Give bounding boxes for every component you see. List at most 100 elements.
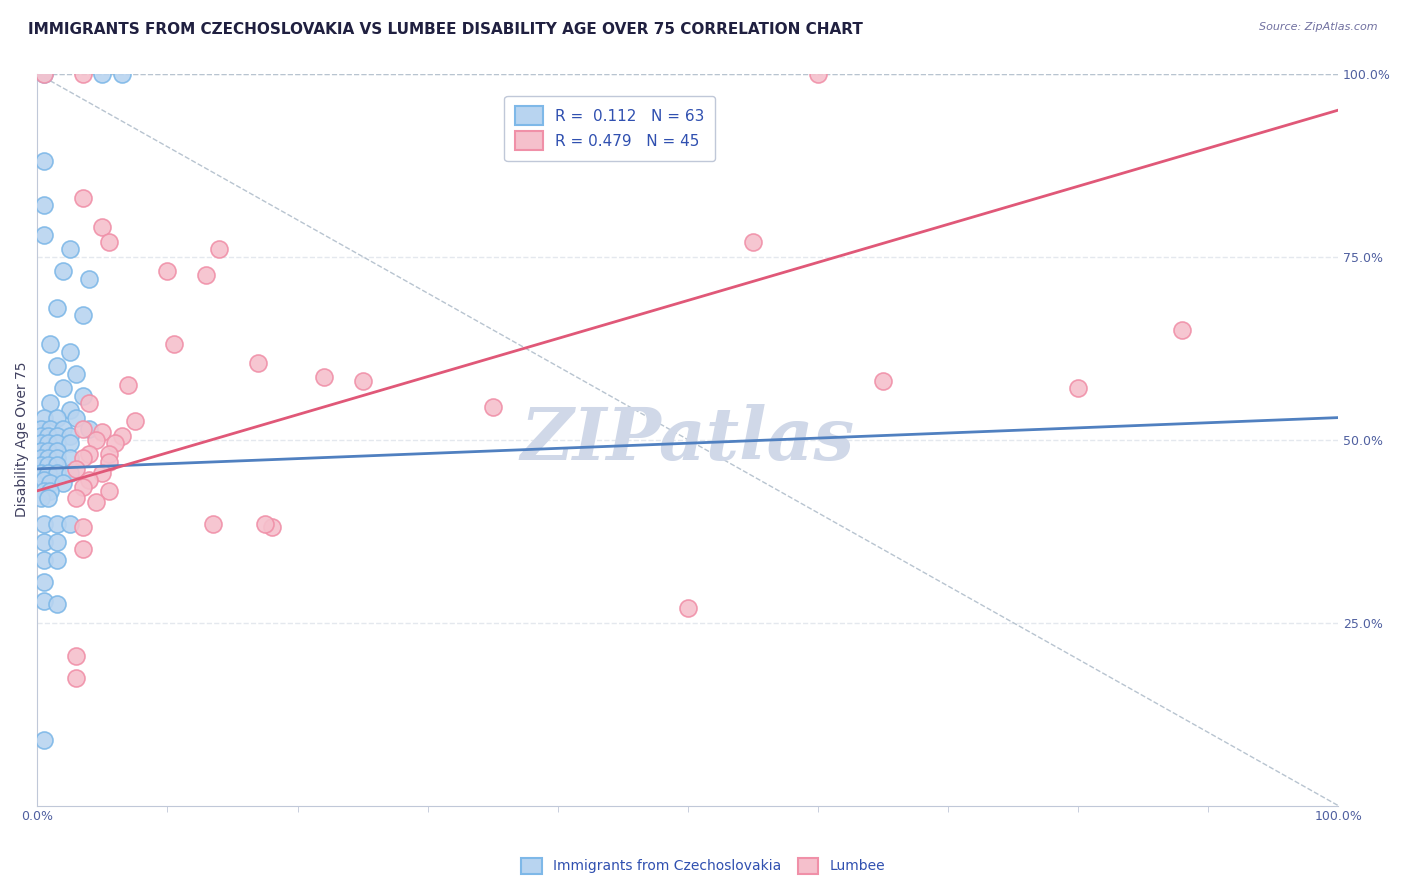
Point [45, 458, 67, 473]
Point [260, 520, 283, 534]
Point [45, 450, 67, 465]
Point [45, 535, 67, 549]
Point [1171, 323, 1194, 337]
Point [32, 66, 55, 80]
Point [111, 66, 134, 80]
Point [45, 429, 67, 443]
Point [1067, 381, 1090, 395]
Point [30, 429, 52, 443]
Point [30, 436, 52, 450]
Point [481, 400, 503, 414]
Point [32, 66, 55, 80]
Point [37, 458, 59, 473]
Point [676, 601, 699, 615]
Point [45, 553, 67, 567]
Point [39, 421, 62, 435]
Point [72, 542, 94, 557]
Point [72, 66, 94, 80]
Point [111, 429, 134, 443]
Point [32, 535, 55, 549]
Point [872, 374, 894, 388]
Point [59, 466, 82, 480]
Point [52, 476, 75, 491]
Point [37, 443, 59, 458]
Point [32, 154, 55, 169]
Point [32, 732, 55, 747]
Point [32, 553, 55, 567]
Point [45, 516, 67, 531]
Point [32, 516, 55, 531]
Legend: Immigrants from Czechoslovakia, Lumbee: Immigrants from Czechoslovakia, Lumbee [513, 851, 893, 880]
Legend: R =  0.112   N = 63, R = 0.479   N = 45: R = 0.112 N = 63, R = 0.479 N = 45 [505, 95, 716, 161]
Point [91, 220, 114, 235]
Point [39, 483, 62, 498]
Point [32, 227, 55, 242]
Point [30, 443, 52, 458]
Point [45, 359, 67, 374]
Point [253, 516, 276, 531]
Point [37, 429, 59, 443]
Point [72, 191, 94, 205]
Point [30, 466, 52, 480]
Point [52, 264, 75, 278]
Point [59, 450, 82, 465]
Point [156, 264, 179, 278]
Point [59, 344, 82, 359]
Point [30, 458, 52, 473]
Point [30, 421, 52, 435]
Point [65, 367, 87, 381]
Text: IMMIGRANTS FROM CZECHOSLOVAKIA VS LUMBEE DISABILITY AGE OVER 75 CORRELATION CHAR: IMMIGRANTS FROM CZECHOSLOVAKIA VS LUMBEE… [28, 22, 863, 37]
Point [72, 308, 94, 322]
Point [52, 381, 75, 395]
Point [97, 235, 120, 249]
Point [30, 491, 52, 505]
Point [32, 410, 55, 425]
Text: Source: ZipAtlas.com: Source: ZipAtlas.com [1260, 22, 1378, 32]
Point [37, 491, 59, 505]
Point [39, 396, 62, 410]
Point [45, 410, 67, 425]
Point [91, 425, 114, 440]
Point [208, 242, 231, 256]
Point [117, 377, 139, 392]
Point [37, 466, 59, 480]
Point [65, 462, 87, 476]
Point [39, 476, 62, 491]
Point [247, 356, 270, 370]
Point [79, 396, 101, 410]
Point [32, 483, 55, 498]
Point [39, 337, 62, 351]
Point [32, 593, 55, 607]
Point [91, 466, 114, 480]
Point [32, 198, 55, 212]
Point [72, 450, 94, 465]
Point [52, 421, 75, 435]
Point [37, 450, 59, 465]
Point [72, 389, 94, 403]
Point [59, 436, 82, 450]
Point [79, 271, 101, 285]
Point [72, 421, 94, 435]
Point [312, 370, 335, 384]
Point [45, 301, 67, 315]
Point [97, 447, 120, 461]
Point [91, 66, 114, 80]
Point [65, 491, 87, 505]
Point [32, 473, 55, 487]
Point [124, 414, 146, 428]
Point [45, 443, 67, 458]
Point [65, 410, 87, 425]
Point [59, 403, 82, 417]
Point [45, 466, 67, 480]
Point [84, 433, 107, 447]
Point [59, 242, 82, 256]
Point [79, 421, 101, 435]
Point [79, 447, 101, 461]
Point [30, 450, 52, 465]
Point [72, 480, 94, 494]
Point [97, 454, 120, 468]
Point [65, 671, 87, 685]
Point [45, 436, 67, 450]
Point [59, 516, 82, 531]
Point [65, 648, 87, 663]
